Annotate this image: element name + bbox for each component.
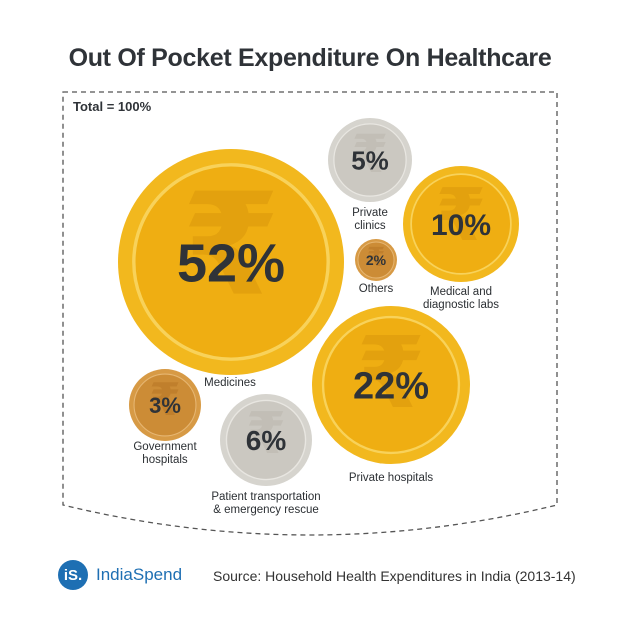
value-label-patient-transportation-emergency-rescue: 6% — [246, 425, 287, 456]
brand: iS. IndiaSpend — [58, 560, 182, 590]
total-label: Total = 100% — [73, 99, 152, 114]
coin-inner-others — [357, 241, 395, 279]
value-label-private-clinics: 5% — [351, 145, 389, 175]
bubble-group: ₹52% Medicines ₹5% Private clinics ₹10% Medica… — [118, 118, 519, 516]
category-label-patient-transportation-emergency-rescue: Patient transportation & emergency rescue — [211, 491, 320, 516]
coin-inner-government-hospitals — [133, 373, 197, 437]
category-label-medicines: Medicines — [204, 377, 256, 389]
rupee-icon: ₹ — [357, 316, 426, 431]
rupee-icon: ₹ — [367, 243, 385, 273]
coin-inner-private-clinics — [333, 123, 407, 197]
value-label-medicines: 52% — [177, 233, 285, 293]
brand-name: IndiaSpend — [96, 565, 183, 584]
bubble-government-hospitals: ₹3% Government hospitals — [129, 369, 201, 466]
category-label-private-hospitals: Private hospitals — [349, 472, 434, 484]
category-label-others: Others — [359, 283, 394, 295]
rupee-icon: ₹ — [352, 124, 389, 185]
source-note: Source: Household Health Expenditures in… — [213, 568, 576, 584]
category-label-medical-and-diagnostic-labs: Medical and diagnostic labs — [423, 286, 499, 311]
rupee-icon: ₹ — [182, 164, 280, 328]
bubble-medicines: ₹52% Medicines — [118, 149, 344, 389]
value-label-medical-and-diagnostic-labs: 10% — [431, 209, 491, 242]
bubble-private-hospitals: ₹22% Private hospitals — [312, 306, 470, 484]
indiaspend-logo: iS. — [58, 560, 88, 590]
coin-inner-private-hospitals — [321, 315, 461, 455]
coin-inner-medical-and-diagnostic-labs — [410, 173, 512, 275]
category-label-private-clinics: Private clinics — [352, 207, 388, 232]
bubble-patient-transportation-emergency-rescue: ₹6% Patient transportation & emergency res… — [211, 394, 321, 516]
value-label-government-hospitals: 3% — [149, 393, 181, 418]
value-label-private-hospitals: 22% — [353, 366, 429, 408]
coin-inner-medicines — [132, 163, 330, 361]
pocket-outline — [62, 91, 558, 536]
coin-inner-patient-transportation-emergency-rescue — [225, 399, 307, 481]
bubble-private-clinics: ₹5% Private clinics — [328, 118, 412, 232]
value-label-others: 2% — [366, 252, 387, 268]
chart-title: Out Of Pocket Expenditure On Healthcare — [68, 44, 552, 72]
rupee-icon: ₹ — [246, 400, 286, 467]
bubble-others: ₹2% Others — [355, 239, 397, 295]
bubble-medical-and-diagnostic-labs: ₹10% Medical and diagnostic labs — [403, 166, 519, 311]
category-label-government-hospitals: Government hospitals — [133, 441, 197, 466]
rupee-icon: ₹ — [436, 174, 486, 258]
rupee-icon: ₹ — [149, 373, 180, 426]
